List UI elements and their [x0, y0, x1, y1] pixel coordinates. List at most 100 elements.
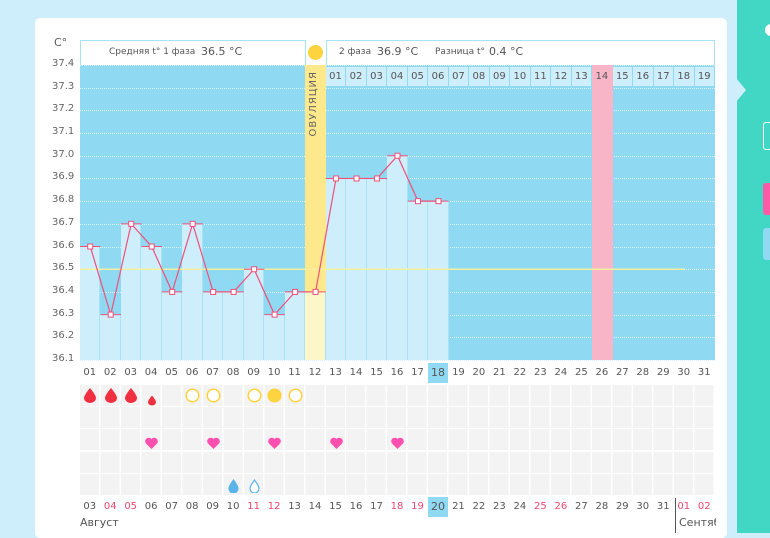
- temperature-point: [312, 288, 319, 295]
- temperature-point: [107, 311, 114, 318]
- y-tick-label: 37.3: [52, 80, 75, 92]
- cycle-day[interactable]: 18: [428, 363, 448, 383]
- gridline: [80, 110, 715, 112]
- cycle-day[interactable]: 01: [83, 367, 97, 378]
- temperature-bar: [223, 291, 244, 360]
- cycle-day[interactable]: 02: [103, 367, 117, 378]
- calendar-date[interactable]: 01: [677, 501, 691, 512]
- calendar-date[interactable]: 05: [124, 501, 138, 512]
- calendar-date[interactable]: 18: [390, 501, 404, 512]
- cycle-day[interactable]: 21: [493, 367, 506, 378]
- cycle-day[interactable]: 15: [370, 367, 383, 378]
- calendar-date[interactable]: 31: [656, 501, 670, 512]
- circle-outline-icon: [244, 388, 264, 407]
- cycle-day[interactable]: 06: [185, 367, 199, 378]
- phase1-value: 36.5 °C: [201, 45, 243, 58]
- cycle-day[interactable]: 20: [472, 367, 486, 378]
- calendar-date[interactable]: 15: [329, 501, 342, 512]
- calendar-date[interactable]: 11: [247, 501, 260, 512]
- cycle-day[interactable]: 08: [226, 367, 240, 378]
- calendar-date[interactable]: 24: [513, 501, 527, 512]
- phase2-day-label: 14: [592, 67, 612, 86]
- phase2-day-label: 15: [612, 67, 633, 86]
- cycle-day[interactable]: 26: [595, 367, 609, 378]
- cycle-day[interactable]: 13: [329, 367, 342, 378]
- y-tick-label: 36.7: [52, 216, 75, 228]
- blood-drop-icon: [80, 388, 100, 407]
- phase2-day-label: 06: [428, 67, 448, 86]
- cycle-day[interactable]: 11: [288, 367, 301, 378]
- month-september: Сентяб: [679, 516, 716, 529]
- y-tick-label: 36.4: [52, 284, 75, 296]
- temperature-point: [271, 311, 278, 318]
- heart-icon: [141, 434, 161, 453]
- phase2-value: 36.9 °C: [377, 45, 419, 58]
- cycle-day[interactable]: 19: [452, 367, 465, 378]
- calendar-date[interactable]: 20: [428, 497, 448, 517]
- temperature-bar: [161, 291, 183, 360]
- cycle-day[interactable]: 05: [165, 367, 179, 378]
- cycle-day[interactable]: 14: [349, 367, 363, 378]
- calendar-date[interactable]: 09: [206, 501, 219, 512]
- heart-icon: [387, 434, 407, 453]
- y-tick-label: 37.4: [52, 58, 75, 69]
- temperature-point: [333, 175, 340, 182]
- side-pink-button[interactable]: [763, 183, 770, 215]
- side-blue-button[interactable]: [763, 228, 770, 260]
- cycle-day[interactable]: 12: [308, 367, 322, 378]
- calendar-date[interactable]: 04: [103, 501, 117, 512]
- calendar-date[interactable]: 14: [308, 501, 322, 512]
- cycle-day[interactable]: 16: [390, 367, 404, 378]
- phase2-label: 2 фаза: [339, 47, 372, 57]
- ovulation-bar: [305, 291, 326, 360]
- calendar-date[interactable]: 25: [534, 501, 547, 512]
- side-input[interactable]: [763, 122, 770, 150]
- cycle-day[interactable]: 22: [513, 367, 527, 378]
- calendar-date[interactable]: 21: [452, 501, 465, 512]
- diff-label: Разница t°: [435, 47, 485, 57]
- calendar-date[interactable]: 16: [349, 501, 363, 512]
- calendar-date[interactable]: 08: [185, 501, 199, 512]
- calendar-date[interactable]: 17: [370, 501, 383, 512]
- cycle-day[interactable]: 30: [677, 367, 691, 378]
- phase2-day-label: 05: [407, 67, 428, 86]
- cycle-day[interactable]: 31: [697, 367, 711, 378]
- calendar-date[interactable]: 10: [226, 501, 240, 512]
- calendar-date[interactable]: 30: [636, 501, 650, 512]
- calendar-date[interactable]: 29: [615, 501, 629, 512]
- calendar-date[interactable]: 12: [267, 501, 281, 512]
- phase2-day-label: 10: [510, 67, 530, 86]
- phase2-day-label: 09: [489, 67, 510, 86]
- cycle-day[interactable]: 28: [636, 367, 650, 378]
- calendar-date[interactable]: 26: [554, 501, 568, 512]
- calendar-date[interactable]: 06: [144, 501, 158, 512]
- temperature-plot: ОВУЛЯЦИЯ 01 02 03 04 05 06 07 08 09 10 11 12 13 14 15 16…: [80, 65, 715, 361]
- cycle-day[interactable]: 27: [615, 367, 629, 378]
- calendar-date[interactable]: 23: [493, 501, 506, 512]
- cycle-day[interactable]: 25: [574, 367, 588, 378]
- calendar-date[interactable]: 07: [165, 501, 179, 512]
- calendar-date[interactable]: 02: [697, 501, 711, 512]
- cycle-day[interactable]: 29: [656, 367, 670, 378]
- cycle-day[interactable]: 23: [534, 367, 547, 378]
- phase2-day-label: 12: [551, 67, 571, 86]
- cycle-day[interactable]: 17: [411, 367, 424, 378]
- side-icon: [765, 24, 770, 36]
- cycle-day[interactable]: 04: [144, 367, 158, 378]
- cycle-day[interactable]: 24: [554, 367, 568, 378]
- temperature-point: [87, 243, 94, 250]
- calendar-date[interactable]: 22: [472, 501, 486, 512]
- calendar-date[interactable]: 27: [574, 501, 588, 512]
- cycle-day[interactable]: 09: [247, 367, 260, 378]
- cycle-day[interactable]: 03: [124, 367, 138, 378]
- y-tick-label: 36.9: [52, 171, 75, 183]
- cycle-day[interactable]: 07: [206, 367, 219, 378]
- calendar-date[interactable]: 19: [411, 501, 424, 512]
- cycle-day[interactable]: 10: [267, 367, 281, 378]
- temperature-point: [128, 220, 135, 227]
- temperature-point: [210, 288, 217, 295]
- y-tick-label: 36.1: [52, 353, 75, 364]
- calendar-date[interactable]: 28: [595, 501, 609, 512]
- calendar-date[interactable]: 13: [288, 501, 301, 512]
- calendar-date[interactable]: 03: [83, 501, 97, 512]
